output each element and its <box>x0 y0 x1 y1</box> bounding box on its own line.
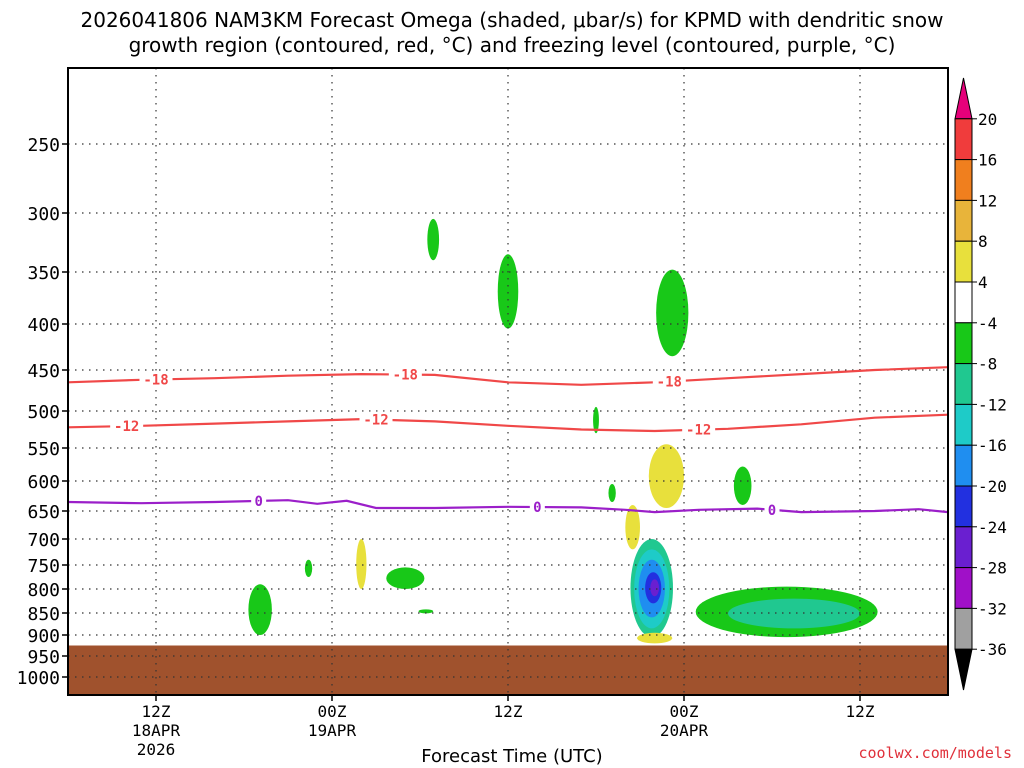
contour-label-dgz-12-1: -12 <box>114 419 139 435</box>
y-tick-label-950: 950 <box>27 647 60 668</box>
colorbar-box-10 <box>954 485 973 528</box>
contour-label-bg-dgz-18-3 <box>652 373 686 390</box>
x-tick-label-30-1: 12Z <box>494 702 523 721</box>
colorbar-label-5: -4 <box>978 314 997 333</box>
colorbar-label-12: -32 <box>978 599 1007 618</box>
omega-region-1 <box>427 218 440 261</box>
omega-region-11 <box>386 567 425 589</box>
contour-label-dgz-12-3: -12 <box>686 423 711 439</box>
colorbar-box-13 <box>954 607 973 650</box>
contour-label-bg-dgz-12-1 <box>110 418 144 435</box>
y-tick-label-500: 500 <box>27 402 60 423</box>
chart-title-line-1: 2026041806 NAM3KM Forecast Omega (shaded… <box>80 8 944 32</box>
colorbar-box-9 <box>954 444 973 487</box>
colorbar-label-7: -12 <box>978 395 1007 414</box>
omega-region-3 <box>656 269 689 357</box>
contour-label-freezing-level-1: 0 <box>254 494 262 510</box>
contour-label-freezing-level-2: 0 <box>533 500 541 516</box>
x-tick-label-54-1: 12Z <box>846 702 875 721</box>
x-tick-label-42-1: 00Z <box>670 702 699 721</box>
contour-label-bg-dgz-18-1 <box>139 371 173 388</box>
y-tick-label-550: 550 <box>27 439 60 460</box>
y-tick-label-1000: 1000 <box>17 668 60 689</box>
colorbar-box-1 <box>954 118 973 161</box>
omega-region-6 <box>733 466 752 505</box>
contour-label-bg-freezing-level-1 <box>251 492 267 509</box>
y-tick-label-900: 900 <box>27 626 60 647</box>
omega-region-18 <box>650 579 660 597</box>
omega-region-20 <box>728 598 860 629</box>
colorbar-label-11: -28 <box>978 559 1007 578</box>
y-tick-label-450: 450 <box>27 361 60 382</box>
credit-link[interactable]: coolwx.com/models <box>858 744 1012 762</box>
colorbar-box-3 <box>954 199 973 242</box>
omega-region-10 <box>304 559 313 578</box>
omega-region-5 <box>608 484 616 502</box>
colorbar-label-0: 20 <box>978 110 997 129</box>
y-tick-label-300: 300 <box>27 204 60 225</box>
colorbar-label-10: -24 <box>978 518 1007 537</box>
contour-label-bg-freezing-level-2 <box>529 499 545 516</box>
colorbar-box-12 <box>954 567 973 609</box>
colorbar-label-2: 12 <box>978 191 997 210</box>
y-tick-label-600: 600 <box>27 472 60 493</box>
omega-region-21 <box>637 632 673 644</box>
colorbar-box-8 <box>954 403 973 446</box>
contour-label-bg-dgz-12-3 <box>682 421 716 438</box>
omega-region-4 <box>593 406 599 434</box>
omega-region-2 <box>497 254 519 329</box>
contour-label-dgz-18-1: -18 <box>143 373 168 389</box>
contour-label-dgz-18-3: -18 <box>657 374 682 390</box>
colorbar-box-6 <box>954 322 973 365</box>
x-tick-label-6-2: 18APR <box>132 721 181 740</box>
colorbar-top-triangle <box>954 77 973 120</box>
colorbar-bottom-triangle <box>954 648 973 691</box>
y-tick-label-750: 750 <box>27 556 60 577</box>
colorbar-label-13: -36 <box>978 640 1007 659</box>
colorbar-box-2 <box>954 159 973 201</box>
x-tick-label-6-1: 12Z <box>142 702 171 721</box>
contour-label-dgz-12-2: -12 <box>363 413 388 429</box>
omega-region-7 <box>648 444 685 508</box>
omega-region-8 <box>625 505 641 550</box>
contour-label-dgz-18-2: -18 <box>393 368 418 384</box>
contour-label-freezing-level-3: 0 <box>768 503 776 519</box>
chart-title-line-2: growth region (contoured, red, °C) and f… <box>128 33 896 57</box>
x-tick-label-18-1: 00Z <box>318 702 347 721</box>
y-tick-label-400: 400 <box>27 315 60 336</box>
contour-label-bg-dgz-12-2 <box>359 411 393 428</box>
colorbar-box-5 <box>954 281 973 324</box>
y-tick-label-350: 350 <box>27 263 60 284</box>
colorbar-box-7 <box>954 363 973 405</box>
y-tick-label-850: 850 <box>27 604 60 625</box>
x-tick-label-42-2: 20APR <box>660 721 709 740</box>
omega-region-12 <box>418 609 434 614</box>
colorbar-label-1: 16 <box>978 151 997 170</box>
contour-label-bg-dgz-18-2 <box>388 366 422 383</box>
colorbar: 20 16 12 8 4 -4 -8 -12 -16 -20 -24 -28 -32 -36 <box>954 77 1007 691</box>
colorbar-label-9: -20 <box>978 477 1007 496</box>
contour-dgz-12 <box>68 413 948 433</box>
x-tick-label-6-3: 2026 <box>137 740 176 759</box>
omega-region-13 <box>248 584 272 635</box>
x-axis-title: Forecast Time (UTC) <box>421 746 603 767</box>
contour-label-bg-freezing-level-3 <box>764 501 780 518</box>
contour-dgz-18 <box>68 366 948 386</box>
colorbar-box-4 <box>954 240 973 283</box>
y-tick-label-650: 650 <box>27 502 60 523</box>
omega-region-9 <box>356 539 367 589</box>
y-tick-label-700: 700 <box>27 530 60 551</box>
plot-area: -18 -18 -18 -12 -12 -12 0 0 0 <box>68 68 948 695</box>
colorbar-label-8: -16 <box>978 436 1007 455</box>
colorbar-label-4: 4 <box>978 273 988 292</box>
y-tick-label-800: 800 <box>27 580 60 601</box>
colorbar-box-11 <box>954 526 973 569</box>
colorbar-label-6: -8 <box>978 355 997 374</box>
x-tick-label-18-2: 19APR <box>308 721 357 740</box>
colorbar-label-3: 8 <box>978 232 988 251</box>
y-tick-label-250: 250 <box>27 135 60 156</box>
